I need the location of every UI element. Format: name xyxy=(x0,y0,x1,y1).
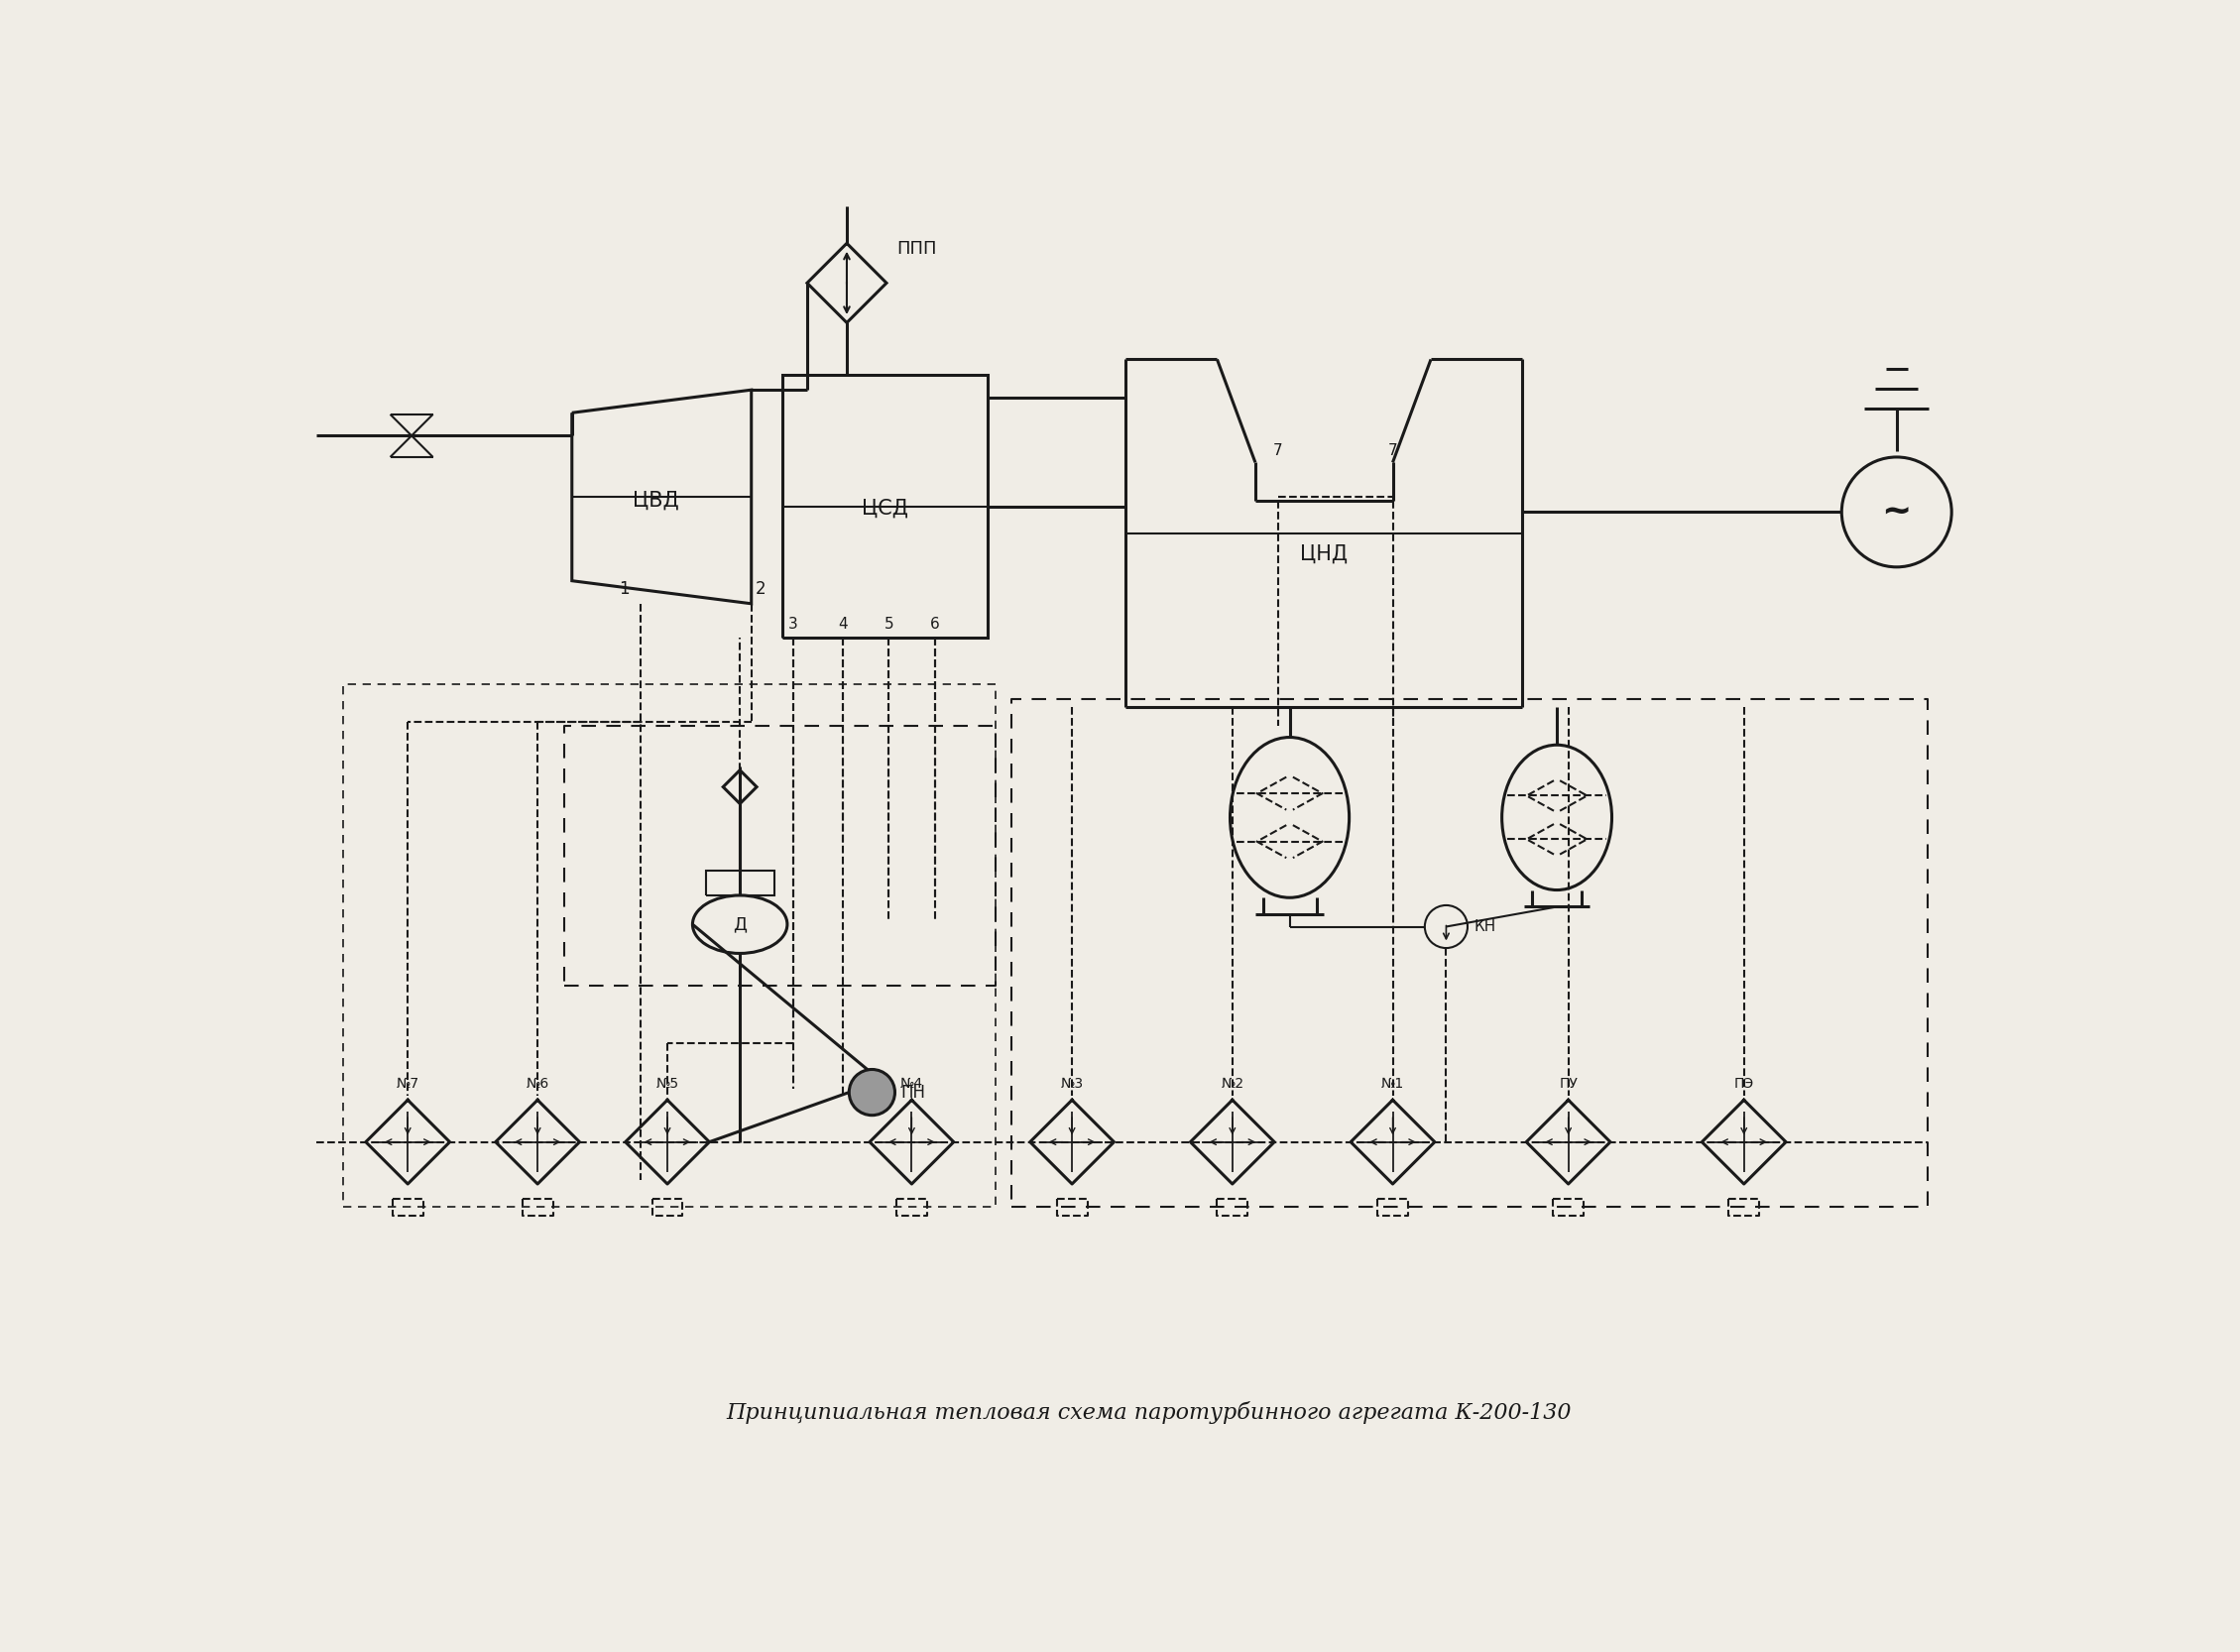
Text: №5: №5 xyxy=(656,1077,679,1090)
Text: ~: ~ xyxy=(1882,496,1911,529)
Circle shape xyxy=(849,1069,896,1115)
Text: 2: 2 xyxy=(755,580,766,598)
Text: Д: Д xyxy=(732,915,746,933)
Text: КН: КН xyxy=(1474,919,1496,933)
Text: 5: 5 xyxy=(885,618,894,633)
Text: №1: №1 xyxy=(1382,1077,1404,1090)
Text: 1: 1 xyxy=(618,580,629,598)
Text: 7: 7 xyxy=(1272,444,1284,459)
Text: №7: №7 xyxy=(396,1077,419,1090)
Text: ЦВД: ЦВД xyxy=(632,491,679,510)
Text: №6: №6 xyxy=(526,1077,549,1090)
Text: 3: 3 xyxy=(788,618,797,633)
Text: ППП: ППП xyxy=(896,240,936,258)
Text: 6: 6 xyxy=(930,618,939,633)
Text: ЦСД: ЦСД xyxy=(862,499,907,519)
Text: ПН: ПН xyxy=(900,1084,925,1102)
Text: Принципиальная тепловая схема паротурбинного агрегата К-200-130: Принципиальная тепловая схема паротурбин… xyxy=(726,1401,1570,1424)
Text: 7: 7 xyxy=(1389,444,1398,459)
Text: ЦНД: ЦНД xyxy=(1299,544,1348,563)
Text: ПЭ: ПЭ xyxy=(1734,1077,1754,1090)
Text: №4: №4 xyxy=(900,1077,923,1090)
Text: №3: №3 xyxy=(1060,1077,1084,1090)
Text: 4: 4 xyxy=(838,618,847,633)
Text: ПУ: ПУ xyxy=(1559,1077,1577,1090)
Text: №2: №2 xyxy=(1221,1077,1243,1090)
